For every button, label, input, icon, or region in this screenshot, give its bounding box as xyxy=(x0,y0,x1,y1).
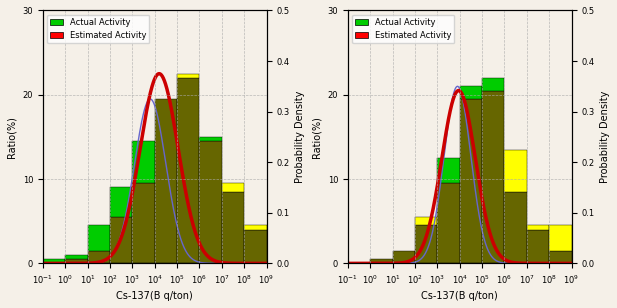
Bar xyxy=(549,225,571,251)
Bar xyxy=(199,137,222,141)
Bar xyxy=(132,183,155,263)
Bar xyxy=(110,217,132,263)
Bar xyxy=(370,259,392,263)
Bar xyxy=(244,225,267,230)
Legend: Actual Activity, Estimated Activity: Actual Activity, Estimated Activity xyxy=(352,14,454,43)
Bar xyxy=(415,217,437,225)
Bar xyxy=(549,251,571,263)
Bar xyxy=(437,158,460,183)
Bar xyxy=(222,183,244,192)
Bar xyxy=(505,150,527,192)
Bar xyxy=(177,78,199,263)
Bar xyxy=(177,74,199,78)
Bar xyxy=(65,255,88,259)
Bar xyxy=(392,251,415,263)
Bar xyxy=(527,225,549,230)
Bar xyxy=(88,251,110,263)
Bar xyxy=(460,99,482,263)
Y-axis label: Probability Density: Probability Density xyxy=(600,91,610,183)
Bar xyxy=(437,183,460,263)
Bar xyxy=(65,259,88,263)
Bar xyxy=(155,99,177,263)
Bar xyxy=(43,259,65,263)
Y-axis label: Ratio(%): Ratio(%) xyxy=(312,116,322,158)
Legend: Actual Activity, Estimated Activity: Actual Activity, Estimated Activity xyxy=(47,14,149,43)
Y-axis label: Probability Density: Probability Density xyxy=(295,91,305,183)
Bar xyxy=(199,141,222,263)
Bar xyxy=(110,188,132,217)
X-axis label: Cs-137(B q/ton): Cs-137(B q/ton) xyxy=(421,291,498,301)
Bar xyxy=(222,192,244,263)
Bar xyxy=(527,230,549,263)
X-axis label: Cs-137(B q/ton): Cs-137(B q/ton) xyxy=(116,291,193,301)
Bar xyxy=(88,225,110,251)
Bar xyxy=(415,225,437,263)
Bar xyxy=(482,78,505,91)
Bar xyxy=(460,86,482,99)
Bar xyxy=(505,192,527,263)
Bar xyxy=(244,230,267,263)
Y-axis label: Ratio(%): Ratio(%) xyxy=(7,116,17,158)
Bar xyxy=(132,141,155,183)
Bar xyxy=(482,91,505,263)
